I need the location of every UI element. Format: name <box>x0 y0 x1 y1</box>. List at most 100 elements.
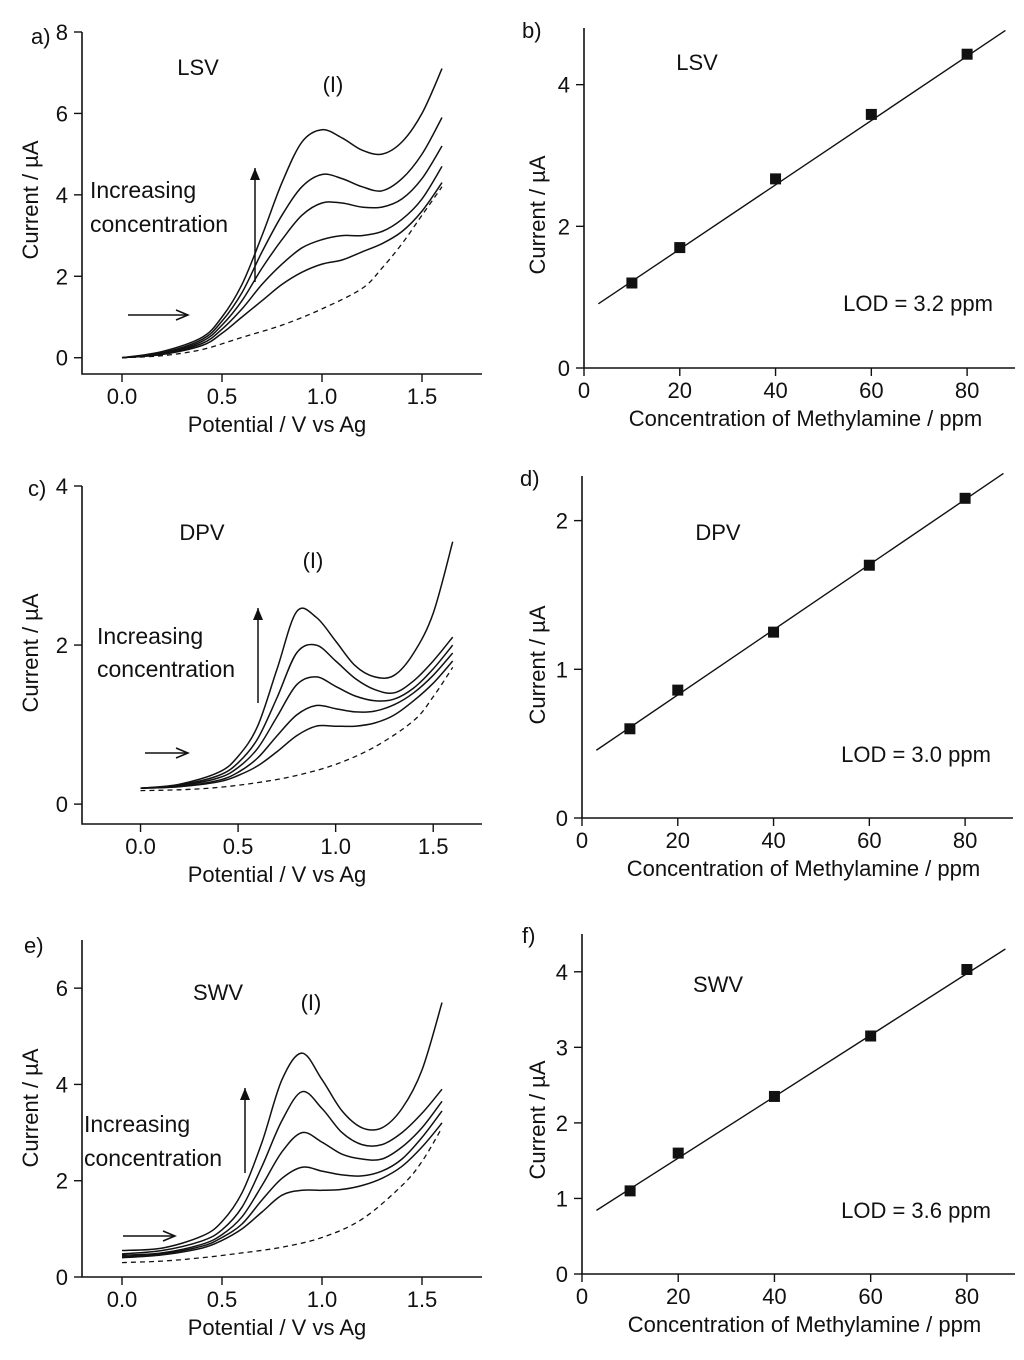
data-point <box>961 964 973 976</box>
y-axis-title: Current / µA <box>525 155 550 274</box>
data-point <box>768 1090 780 1102</box>
increasing-label: Increasing <box>84 1111 190 1137</box>
panel-e: e) 0 2 4 6 0.0 0.5 1.0 1.5 Potential / V vs Ag Cur… <box>18 933 482 1340</box>
y-tick-label: 0 <box>56 1265 68 1290</box>
data-point <box>959 492 971 504</box>
x-tick-label: 0.5 <box>223 834 254 859</box>
peak-label: (I) <box>323 72 344 97</box>
x-axis-title: Concentration of Methylamine / ppm <box>629 406 982 431</box>
y-tick-label: 6 <box>56 976 68 1001</box>
data-point <box>674 242 686 254</box>
increasing-arrow-head <box>250 168 260 180</box>
increasing-label: Increasing <box>97 623 203 649</box>
x-tick-label: 20 <box>668 378 692 403</box>
x-tick-label: 0 <box>576 1284 588 1309</box>
x-tick-label: 40 <box>761 828 785 853</box>
x-axis-title: Concentration of Methylamine / ppm <box>628 1312 981 1337</box>
panel-label: a) <box>31 24 51 49</box>
voltammogram-curve-3 <box>121 1100 443 1257</box>
y-tick-label: 4 <box>56 1072 68 1097</box>
x-axis-title: Potential / V vs Ag <box>188 862 367 887</box>
y-tick-label: 2 <box>556 509 568 534</box>
axes <box>81 486 482 825</box>
concentration-label: concentration <box>84 1145 222 1171</box>
y-axis-title: Current / µA <box>18 1048 43 1167</box>
y-tick-label: 2 <box>556 1111 568 1136</box>
y-tick-label: 1 <box>556 657 568 682</box>
y-axis-title: Current / µA <box>18 140 43 259</box>
method-label: DPV <box>695 520 741 545</box>
x-tick-label: 1.5 <box>407 1287 438 1312</box>
concentration-label: concentration <box>90 211 228 237</box>
x-tick-label: 40 <box>763 378 787 403</box>
method-label: DPV <box>179 520 225 545</box>
y-axis-title: Current / µA <box>18 593 43 712</box>
voltammogram-curve-1 <box>121 1122 443 1259</box>
panel-a: a) 0 2 4 6 8 0.0 0.5 1.0 1.5 Potential / V vs Ag Cu… <box>18 20 482 437</box>
voltammogram-curve-1 <box>121 182 443 359</box>
data-point <box>961 48 973 60</box>
x-tick-label: 1.0 <box>307 384 338 409</box>
data-point <box>865 1030 877 1042</box>
lod-label: LOD = 3.0 ppm <box>841 742 991 767</box>
x-tick-label: 0 <box>578 378 590 403</box>
y-tick-label: 1 <box>556 1186 568 1211</box>
blank-curve <box>121 186 443 359</box>
y-axis-title: Current / µA <box>525 1060 550 1179</box>
blank-curve <box>121 1127 443 1264</box>
voltammogram-curve-3 <box>121 145 443 359</box>
fit-line <box>596 948 1006 1211</box>
y-tick-label: 0 <box>558 356 570 381</box>
fit-line <box>595 472 1004 751</box>
x-tick-label: 60 <box>859 378 883 403</box>
x-tick-label: 80 <box>953 828 977 853</box>
x-tick-label: 1.5 <box>418 834 449 859</box>
x-tick-label: 0.0 <box>107 1287 138 1312</box>
voltammogram-curve-2 <box>121 1110 443 1258</box>
voltammogram-curve-3 <box>140 644 454 789</box>
panel-c: c) 0 2 4 0.0 0.5 1.0 1.5 Potential / V vs Ag Curr… <box>18 474 482 887</box>
scan-direction-arrow-head <box>175 309 190 321</box>
data-point <box>624 1185 636 1197</box>
data-point <box>863 559 875 571</box>
y-tick-label: 8 <box>56 20 68 45</box>
panel-label: c) <box>28 476 46 501</box>
data-point <box>626 277 638 289</box>
axes <box>583 28 1015 369</box>
x-axis-title: Potential / V vs Ag <box>188 412 367 437</box>
panel-label: b) <box>522 18 542 43</box>
y-tick-label: 2 <box>56 633 68 658</box>
peak-label: (I) <box>303 548 324 573</box>
voltammogram-curve-2 <box>121 166 443 359</box>
x-tick-label: 1.0 <box>320 834 351 859</box>
x-tick-label: 0 <box>576 828 588 853</box>
axes <box>81 940 482 1278</box>
x-tick-label: 0.0 <box>107 384 138 409</box>
panel-label: d) <box>520 466 540 491</box>
y-tick-label: 4 <box>556 960 568 985</box>
voltammogram-curve-5 <box>121 68 443 359</box>
y-tick-label: 2 <box>558 214 570 239</box>
x-tick-label: 80 <box>955 378 979 403</box>
voltammogram-curve-5 <box>121 1002 443 1252</box>
voltammogram-curve-5 <box>140 541 454 789</box>
voltammogram-curve-4 <box>121 1088 443 1255</box>
y-tick-label: 2 <box>56 1169 68 1194</box>
y-tick-label: 4 <box>56 474 68 499</box>
x-tick-label: 60 <box>858 1284 882 1309</box>
axes <box>81 32 482 375</box>
x-tick-label: 20 <box>666 828 690 853</box>
y-tick-label: 4 <box>56 183 68 208</box>
x-tick-label: 1.0 <box>307 1287 338 1312</box>
panel-label: f) <box>522 923 535 948</box>
data-point <box>672 684 684 696</box>
voltammogram-curve-1 <box>140 660 454 789</box>
voltammogram-curve-4 <box>140 636 454 789</box>
lod-label: LOD = 3.2 ppm <box>843 291 993 316</box>
y-tick-label: 0 <box>556 806 568 831</box>
x-tick-label: 60 <box>857 828 881 853</box>
